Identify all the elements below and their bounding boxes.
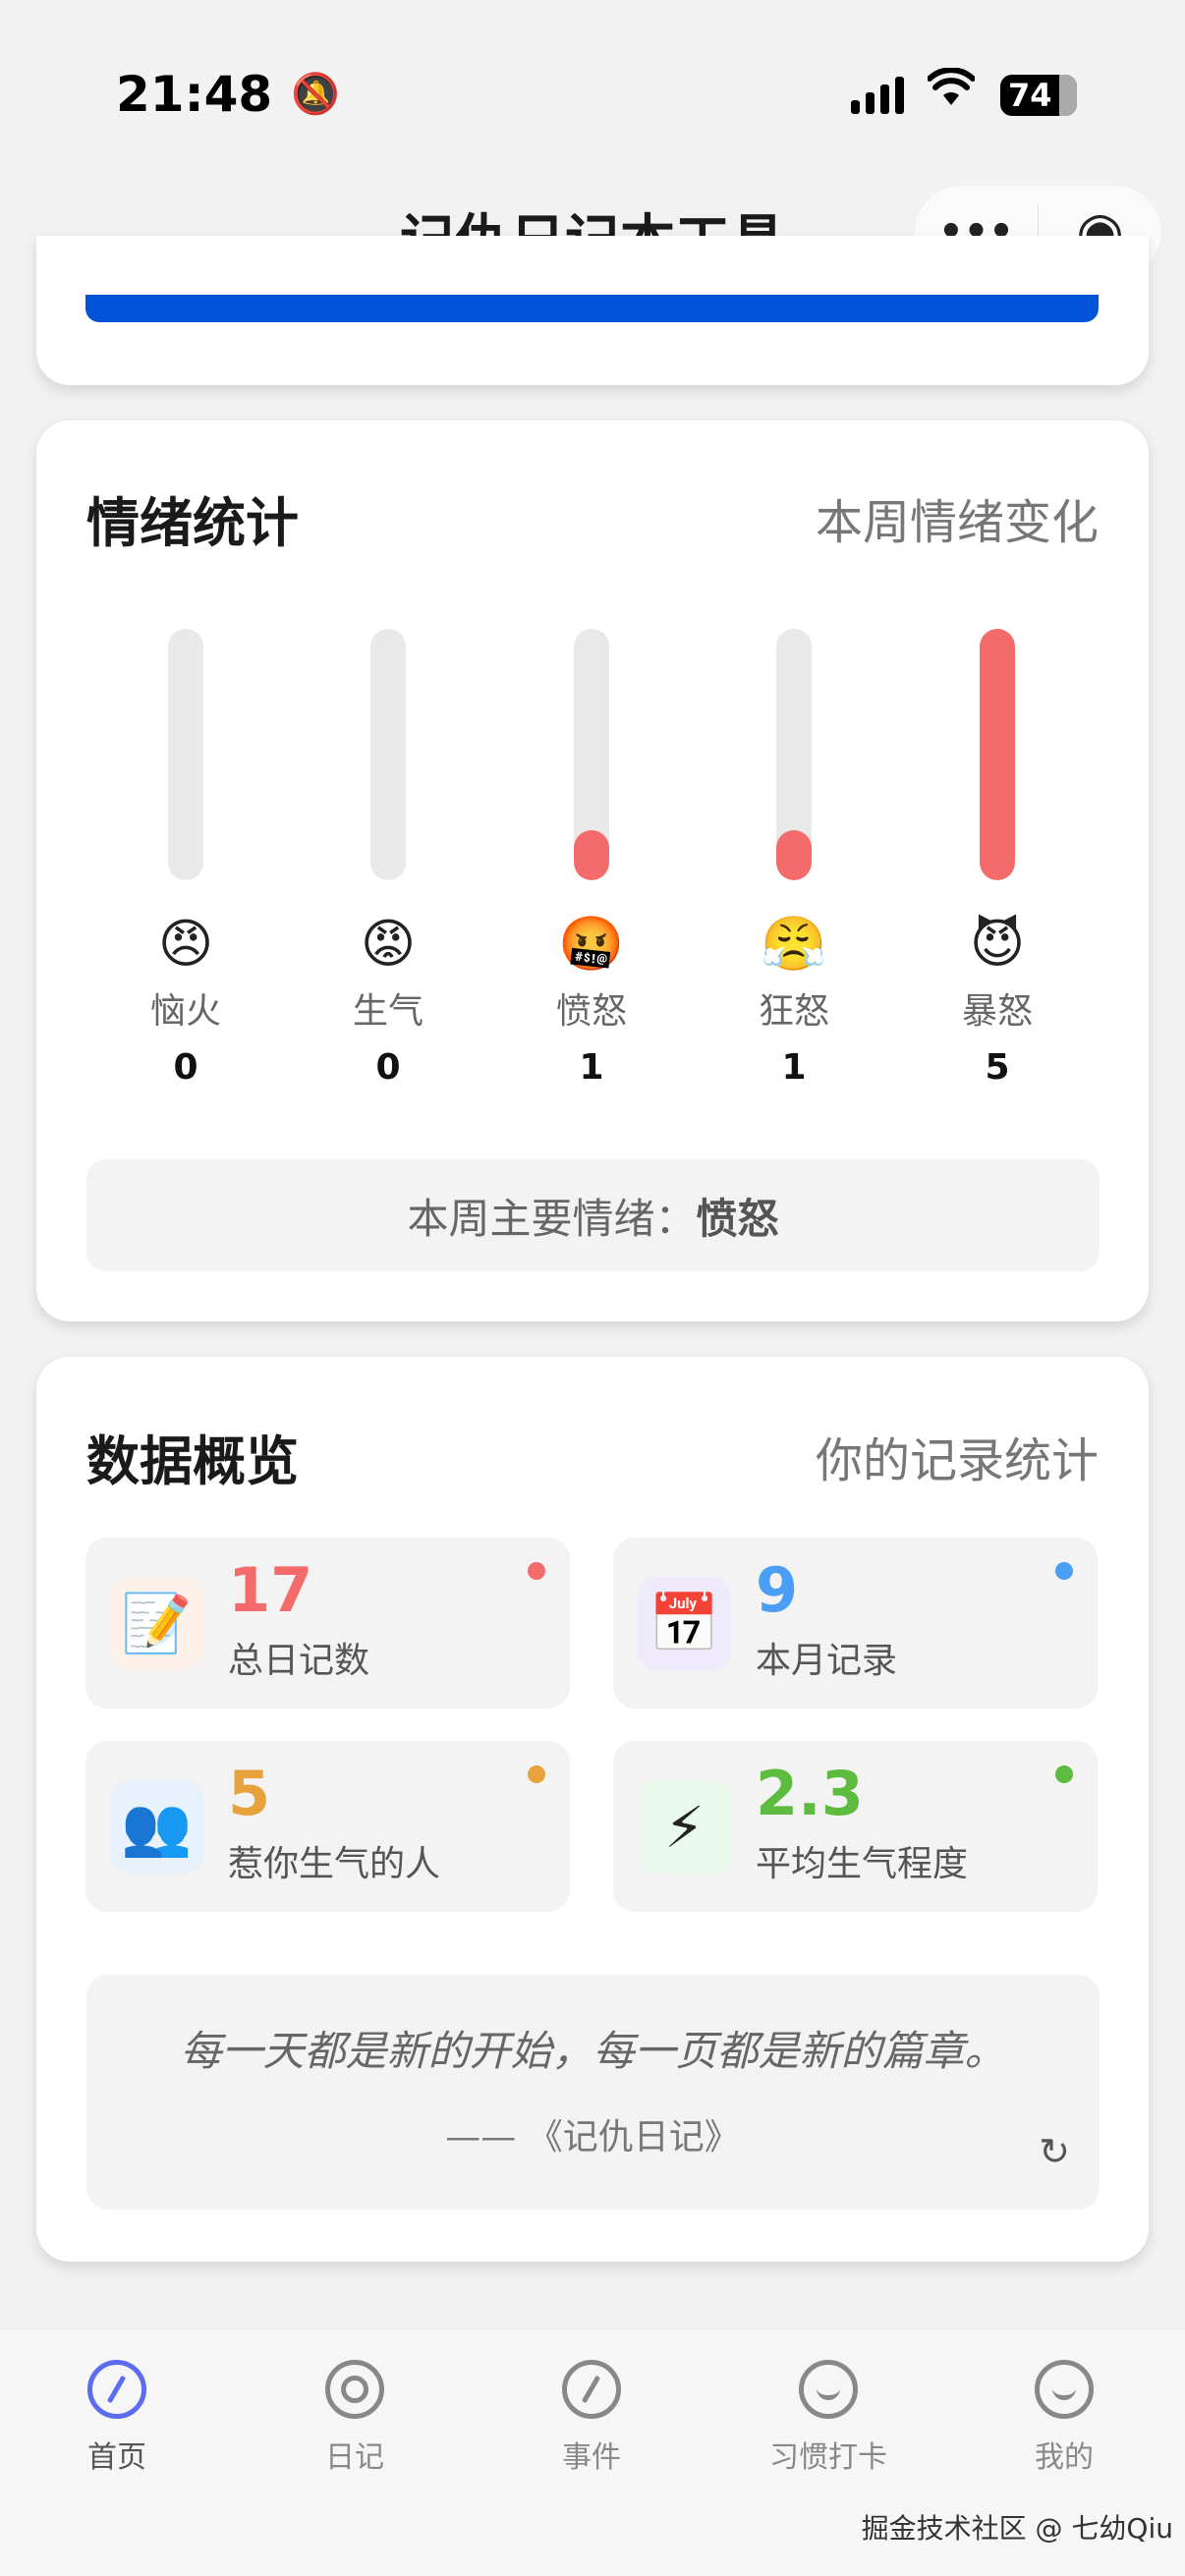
emotion-item: 😡 生气 0 xyxy=(290,629,486,1088)
stat-indicator-dot xyxy=(1055,1765,1073,1783)
emotion-emoji-icon: 😠 xyxy=(157,913,214,975)
tab-2[interactable]: 事件 xyxy=(493,2360,690,2476)
emotion-item: 😠 恼火 0 xyxy=(87,629,284,1088)
primary-button[interactable] xyxy=(85,295,1099,322)
watermark: 掘金技术社区 @ 七幼Qiu xyxy=(861,2512,1173,2545)
stat-indicator-dot xyxy=(1055,1562,1073,1580)
emotion-bar-track xyxy=(370,629,406,880)
emotion-label: 暴怒 xyxy=(961,991,1033,1032)
emotion-count: 0 xyxy=(375,1047,401,1088)
emotion-item: 😤 狂怒 1 xyxy=(696,629,892,1088)
summary-label: 本周主要情绪： xyxy=(407,1194,697,1243)
stat-value: 17 xyxy=(228,1554,313,1626)
tab-label: 日记 xyxy=(325,2440,384,2475)
stat-indicator-dot xyxy=(528,1765,545,1783)
overview-card: 数据概览 你的记录统计 📝 17 总日记数 📅 9 本月记录 👥 5 惹你生气的… xyxy=(36,1357,1149,2262)
emotion-item: 😈 暴怒 5 xyxy=(899,629,1096,1088)
emotion-stats-card: 情绪统计 本周情绪变化 😠 恼火 0 😡 生气 0 🤬 愤怒 1 😤 狂怒 1 … xyxy=(36,420,1149,1321)
emotion-emoji-icon: 😡 xyxy=(360,913,417,975)
capsule-divider xyxy=(1038,204,1039,259)
emotion-bar-track xyxy=(168,629,203,880)
card-title: 数据概览 xyxy=(86,1430,299,1492)
battery-level: 74 xyxy=(1008,77,1052,114)
tab-slash-icon xyxy=(87,2360,146,2419)
emotion-count: 5 xyxy=(985,1047,1010,1088)
tab-label: 事件 xyxy=(562,2440,621,2475)
stat-tile[interactable]: 📝 17 总日记数 xyxy=(85,1538,570,1708)
stat-indicator-dot xyxy=(528,1562,545,1580)
stat-icon: 📝 xyxy=(110,1577,203,1670)
quote-box: 每一天都是新的开始，每一页都是新的篇章。 —— 《记仇日记》 ↻ xyxy=(86,1975,1100,2210)
tab-bar: 首页 日记 事件 习惯打卡 我的 xyxy=(0,2329,1185,2576)
emotion-emoji-icon: 🤬 xyxy=(558,913,625,975)
refresh-icon[interactable]: ↻ xyxy=(1039,2130,1070,2173)
status-time: 21:48 xyxy=(116,66,273,123)
quote-source: —— 《记仇日记》 xyxy=(445,2117,740,2157)
emotion-bar-fill xyxy=(574,829,609,880)
tab-label: 我的 xyxy=(1035,2440,1094,2475)
emotion-bar-track xyxy=(776,629,812,880)
weekly-summary: 本周主要情绪： 愤怒 xyxy=(86,1159,1100,1271)
emotion-bar-fill xyxy=(776,829,812,880)
battery-icon: 74 xyxy=(1000,75,1077,116)
tab-4[interactable]: 我的 xyxy=(966,2360,1162,2476)
card-subtitle: 本周情绪变化 xyxy=(815,495,1099,550)
stat-tile[interactable]: 📅 9 本月记录 xyxy=(613,1538,1098,1708)
emotion-label: 愤怒 xyxy=(555,991,627,1032)
emotion-bar-track xyxy=(980,629,1015,880)
emotion-count: 1 xyxy=(579,1047,604,1088)
card-subtitle: 你的记录统计 xyxy=(815,1433,1099,1488)
emotion-item: 🤬 愤怒 1 xyxy=(493,629,690,1088)
quote-text: 每一天都是新的开始，每一页都是新的篇章。 xyxy=(180,2027,1006,2075)
wifi-icon xyxy=(927,65,976,118)
tab-ring-icon xyxy=(325,2360,384,2419)
emotion-label: 狂怒 xyxy=(758,991,829,1032)
tab-3[interactable]: 习惯打卡 xyxy=(730,2360,927,2476)
stat-value: 5 xyxy=(228,1758,271,1829)
emotion-emoji-icon: 😤 xyxy=(761,913,827,975)
bell-slash-icon: 🔕 xyxy=(291,72,340,117)
stat-label: 本月记录 xyxy=(756,1641,898,1681)
stat-value: 9 xyxy=(756,1554,799,1626)
tab-label: 首页 xyxy=(87,2440,146,2475)
emotion-count: 1 xyxy=(781,1047,807,1088)
card-title: 情绪统计 xyxy=(86,492,299,554)
stat-tile[interactable]: ⚡ 2.3 平均生气程度 xyxy=(613,1741,1098,1912)
tab-label: 习惯打卡 xyxy=(769,2440,887,2475)
summary-value: 愤怒 xyxy=(696,1194,779,1243)
stat-tile[interactable]: 👥 5 惹你生气的人 xyxy=(85,1741,570,1912)
stat-icon: ⚡ xyxy=(638,1780,731,1874)
stat-icon: 👥 xyxy=(110,1780,203,1874)
tab-smile-icon xyxy=(799,2360,858,2419)
top-card xyxy=(36,236,1149,385)
emotion-emoji-icon: 😈 xyxy=(969,913,1026,975)
emotion-count: 0 xyxy=(173,1047,198,1088)
stat-label: 平均生气程度 xyxy=(756,1844,969,1884)
stat-value: 2.3 xyxy=(756,1758,864,1829)
tab-smile-icon xyxy=(1035,2360,1094,2419)
stat-label: 惹你生气的人 xyxy=(228,1844,441,1884)
tab-1[interactable]: 日记 xyxy=(256,2360,453,2476)
emotion-bar-track xyxy=(574,629,609,880)
signal-icon xyxy=(851,77,904,114)
tab-slash-icon xyxy=(562,2360,621,2419)
stat-label: 总日记数 xyxy=(228,1641,370,1681)
stat-icon: 📅 xyxy=(638,1577,731,1670)
emotion-label: 生气 xyxy=(352,991,423,1032)
emotion-label: 恼火 xyxy=(149,991,221,1032)
tab-0[interactable]: 首页 xyxy=(19,2360,215,2476)
emotion-bar-fill xyxy=(980,629,1015,880)
